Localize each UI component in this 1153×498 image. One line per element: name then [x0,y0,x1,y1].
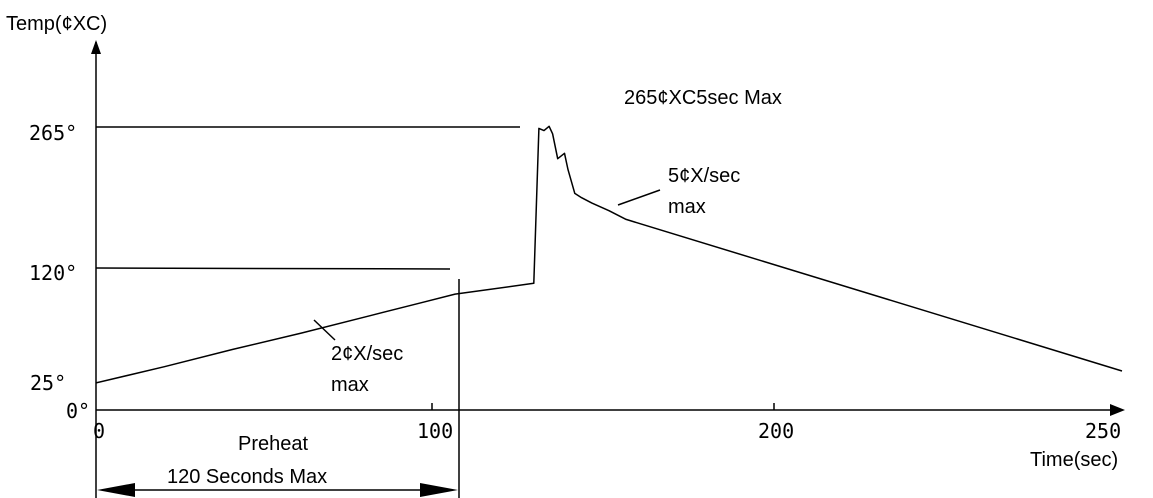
heating-rate-leader [313,319,336,341]
cooling-rate-label-line1: 5¢X/sec [668,165,740,187]
x-tick-label-250: 250 [1085,419,1121,443]
heating-rate-label-line1: 2¢X/sec [331,343,403,365]
x-axis-arrow [1110,404,1125,416]
x-tick-label-200: 200 [758,419,794,443]
peak-annotation: 265¢XC5sec Max [624,87,782,109]
y-tick-label-0: 0° [66,399,90,423]
preheat-label-line1: Preheat [238,433,308,455]
cooling-rate-label-line2: max [668,196,706,218]
x-tick-label-100: 100 [417,419,453,443]
y-axis-title: Temp(¢XC) [6,13,107,35]
series-line-temperature-profile [95,125,1123,384]
y-tick-label-25: 25° [30,371,66,395]
ref-line-120 [95,267,451,270]
preheat-label-line2: 120 Seconds Max [167,466,327,488]
y-axis-arrow [91,40,101,54]
x-tick-label-0: 0 [93,419,105,443]
heating-rate-label-line2: max [331,374,369,396]
y-tick-label-120: 120° [29,261,77,285]
cooling-rate-leader [617,189,661,206]
preheat-arrow-right-head [420,483,458,497]
preheat-arrow-left-head [97,483,135,497]
x-axis-title: Time(sec) [1030,449,1118,471]
y-tick-label-265: 265° [29,121,77,145]
